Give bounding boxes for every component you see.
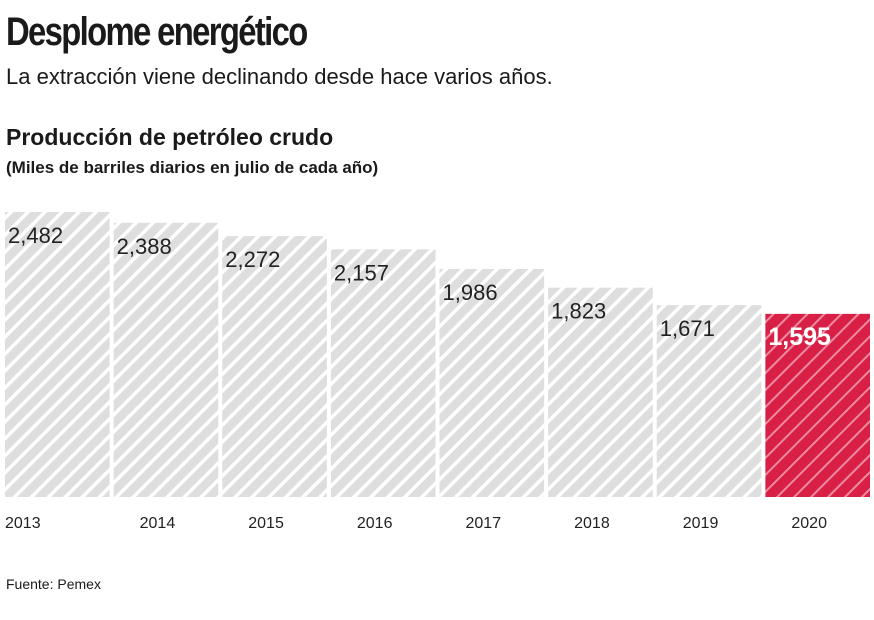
year-label-2018: 2018 [574,515,610,532]
value-label-2019: 1,671 [660,316,715,341]
year-label-2019: 2019 [683,515,719,532]
bar-2016 [330,249,436,497]
value-label-2020: 1,595 [768,323,831,351]
value-label-2018: 1,823 [551,299,606,324]
value-label-2013: 2,482 [8,223,63,248]
value-label-2017: 1,986 [443,280,498,305]
year-label-2015: 2015 [248,515,284,532]
value-label-2015: 2,272 [225,247,280,272]
bar-2014 [113,222,219,498]
bar-2013 [5,212,110,497]
bar-2019 [656,305,762,497]
subheadline: La extracción viene declinando desde hac… [6,64,553,89]
year-label-2017: 2017 [466,515,502,532]
year-label-2020: 2020 [791,515,827,532]
bar-2018 [548,287,653,497]
value-label-2014: 2,388 [117,234,172,259]
chart-title: Producción de petróleo crudo [6,124,334,150]
value-label-2016: 2,157 [334,260,389,285]
year-label-2014: 2014 [140,515,176,532]
bar-2015 [222,236,327,497]
bar-2017 [439,268,545,497]
headline: Desplome energético [6,10,308,54]
year-label-2016: 2016 [357,515,393,532]
bar-2020 [765,313,870,497]
year-label-2013: 2013 [5,515,41,532]
chart-subtitle: (Miles de barriles diarios en julio de c… [6,158,379,177]
source-note: Fuente: Pemex [6,576,101,592]
